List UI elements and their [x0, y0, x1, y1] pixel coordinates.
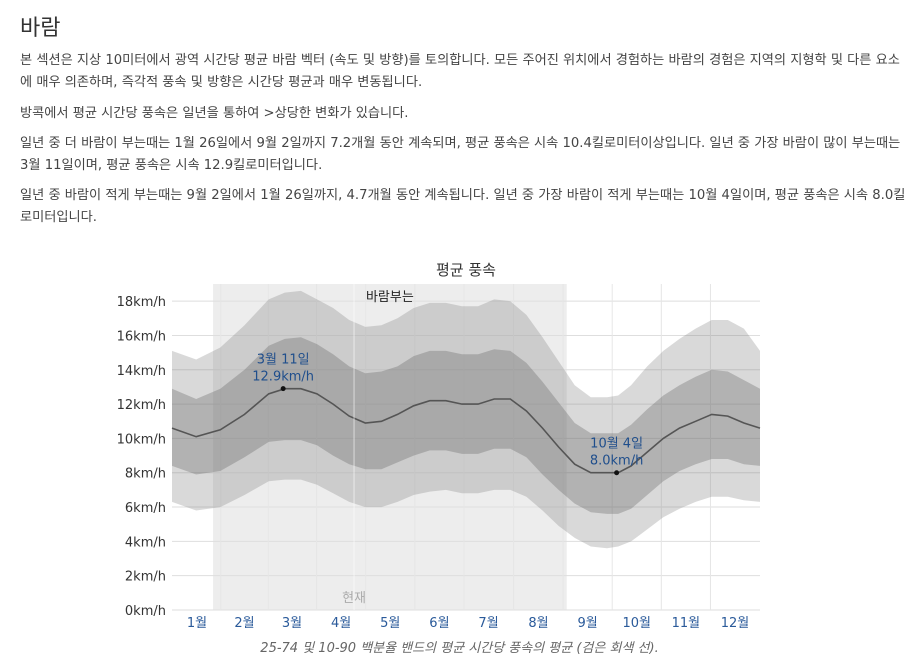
variation-paragraph: 방콕에서 평균 시간당 풍속은 일년을 통하여 >상당한 변화가 있습니다.: [20, 106, 409, 121]
annotation-date-1: 10월 4일: [590, 437, 643, 452]
y-tick-label: 6km/h: [125, 501, 166, 516]
windier-paragraph: 일년 중 더 바람이 부는때는 1월 26일에서 9월 2일까지 7.2개월 동…: [20, 136, 901, 173]
annotation-value-1: 8.0km/h: [590, 454, 644, 469]
x-tick-label: 9월: [578, 616, 598, 631]
x-tick-label: 12월: [721, 616, 750, 631]
annotation-point-1: [614, 470, 620, 476]
x-tick-label: 4월: [331, 616, 351, 631]
x-tick-label: 8월: [528, 616, 548, 631]
windy-season-region: [213, 284, 567, 610]
chart-caption: 25-74 및 10-90 백분율 밴드의 평균 시간당 풍속의 평균 (검은 …: [260, 641, 659, 656]
x-tick-label: 1월: [187, 616, 207, 631]
annotation-point-0: [280, 386, 286, 392]
annotation-value-0: 12.9km/h: [252, 370, 314, 385]
y-tick-label: 4km/h: [125, 535, 166, 550]
x-tick-label: 7월: [478, 616, 498, 631]
calmer-paragraph: 일년 중 바람이 적게 부는때는 9월 2일에서 1월 26일까지, 4.7개월…: [20, 188, 906, 225]
chart-title: 평균 풍속: [436, 261, 496, 279]
band-25-74: [172, 337, 760, 514]
y-tick-label: 2km/h: [125, 570, 166, 585]
y-tick-label: 12km/h: [117, 398, 166, 413]
x-tick-label: 11월: [672, 616, 701, 631]
y-tick-label: 10km/h: [117, 432, 166, 447]
season-label: 바람부는: [366, 290, 414, 305]
annotation-date-0: 3월 11일: [257, 353, 310, 368]
today-label: 현재: [342, 591, 366, 606]
x-tick-label: 3월: [282, 616, 302, 631]
y-tick-label: 8km/h: [125, 467, 166, 482]
x-tick-label: 6월: [429, 616, 449, 631]
x-tick-label: 2월: [234, 616, 254, 631]
x-tick-label: 10월: [623, 616, 652, 631]
y-tick-label: 14km/h: [117, 364, 166, 379]
mean-line: [171, 387, 761, 474]
band-10-90: [172, 290, 760, 549]
intro-paragraph: 본 섹션은 지상 10미터에서 광역 시간당 평균 바람 벡터 (속도 및 방향…: [20, 53, 900, 90]
x-tick-label: 5월: [380, 616, 400, 631]
y-tick-label: 16km/h: [117, 329, 166, 344]
y-tick-label: 0km/h: [125, 604, 166, 619]
section-title: 바람: [20, 16, 61, 41]
y-tick-label: 18km/h: [117, 295, 166, 310]
